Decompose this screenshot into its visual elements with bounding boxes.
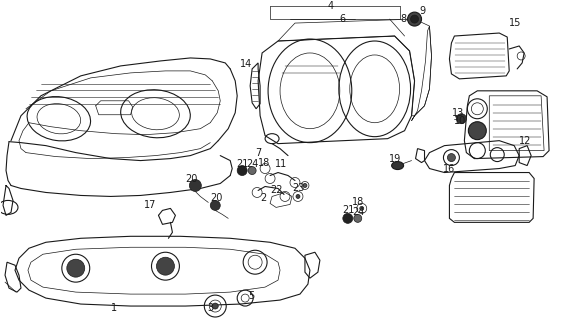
Text: 23: 23 [292, 183, 304, 194]
Text: 11: 11 [275, 159, 288, 169]
Text: 4: 4 [328, 1, 334, 11]
Circle shape [447, 154, 456, 162]
Text: 20: 20 [185, 173, 198, 183]
Text: 24: 24 [352, 207, 364, 217]
Text: 19: 19 [389, 154, 401, 164]
Text: 18: 18 [352, 197, 364, 207]
Text: 14: 14 [240, 59, 252, 69]
Ellipse shape [392, 162, 404, 170]
Circle shape [67, 259, 85, 277]
Circle shape [210, 200, 220, 210]
Circle shape [360, 206, 364, 210]
Text: 12: 12 [519, 136, 532, 146]
Text: 13: 13 [453, 108, 465, 118]
Text: 20: 20 [210, 193, 223, 204]
Text: 5: 5 [248, 291, 254, 301]
Text: 15: 15 [509, 18, 522, 28]
Circle shape [212, 303, 218, 309]
Circle shape [156, 257, 174, 275]
Circle shape [248, 166, 256, 174]
Text: 21: 21 [342, 205, 354, 215]
Circle shape [303, 183, 307, 188]
Text: 1: 1 [110, 303, 117, 313]
Text: 17: 17 [144, 200, 156, 211]
Text: 2: 2 [260, 193, 266, 204]
Text: 3: 3 [207, 303, 213, 313]
Text: 6: 6 [340, 14, 346, 24]
Text: 21: 21 [236, 159, 249, 169]
Text: 24: 24 [246, 159, 259, 169]
Circle shape [411, 15, 418, 23]
Text: 7: 7 [255, 148, 261, 158]
Text: 16: 16 [443, 164, 456, 173]
Circle shape [296, 195, 300, 198]
Circle shape [343, 213, 353, 223]
Text: 18: 18 [258, 157, 270, 168]
Circle shape [468, 122, 486, 140]
Text: 9: 9 [419, 6, 426, 16]
Circle shape [189, 180, 202, 191]
Circle shape [457, 114, 467, 124]
Circle shape [237, 165, 247, 176]
Circle shape [354, 214, 362, 222]
Circle shape [408, 12, 422, 26]
Text: 8: 8 [401, 14, 407, 24]
Text: 22: 22 [270, 186, 282, 196]
Text: 10: 10 [454, 116, 467, 126]
